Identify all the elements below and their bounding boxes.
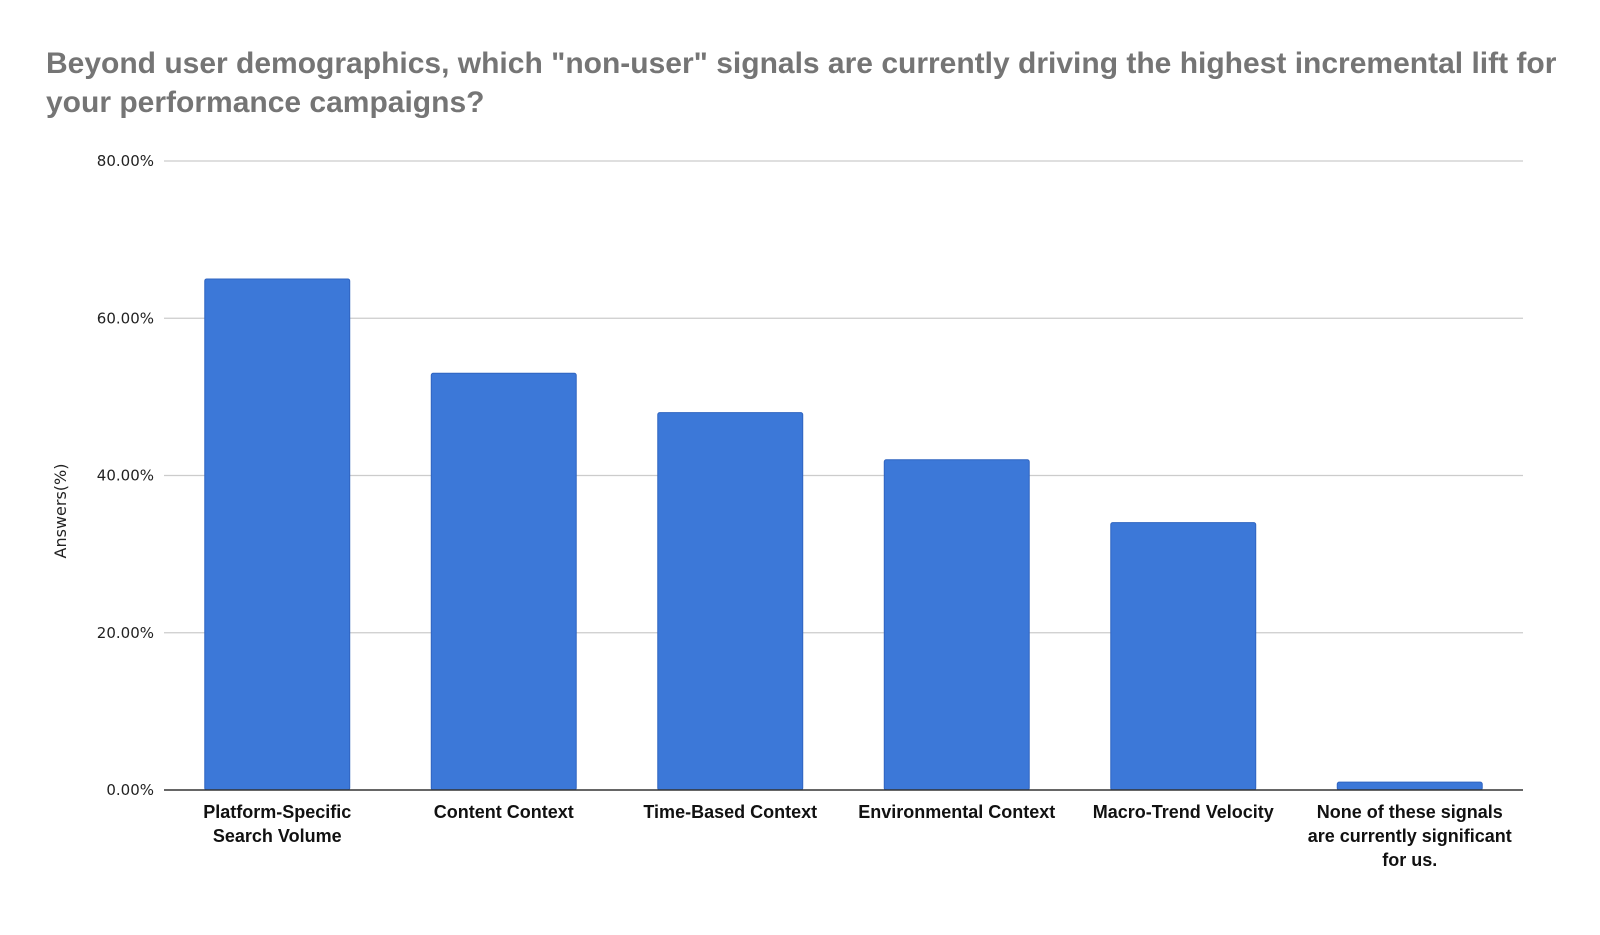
x-tick-label: Macro-Trend Velocity: [1093, 802, 1274, 822]
bar: [1336, 781, 1483, 791]
y-axis-title: Answers(%): [51, 464, 70, 559]
bar: [1110, 522, 1257, 791]
bar: [204, 278, 351, 791]
bar: [657, 412, 804, 791]
y-tick-label: 40.00%: [97, 467, 154, 485]
y-tick-label: 0.00%: [106, 781, 154, 799]
y-tick-label: 80.00%: [97, 152, 154, 170]
x-tick-label: None of these signals are currently signi…: [1308, 802, 1512, 870]
bar: [430, 372, 577, 791]
gridlines: [164, 160, 1523, 634]
chart-title: Beyond user demographics, which "non-use…: [46, 47, 1557, 119]
y-tick-label: 20.00%: [97, 624, 154, 642]
x-tick-label: Platform-Specific Search Volume: [203, 802, 351, 846]
x-tick-label: Environmental Context: [858, 802, 1055, 822]
x-tick-label: Time-Based Context: [643, 802, 817, 822]
x-tick-label: Content Context: [434, 802, 574, 822]
y-tick-label: 60.00%: [97, 309, 154, 327]
bar: [883, 459, 1030, 791]
y-axis-ticks: 0.00% 20.00% 40.00% 60.00% 80.00%: [97, 152, 154, 799]
x-axis-labels: Platform-Specific Search Volume Content Co…: [203, 802, 1512, 870]
bars: [204, 278, 1483, 791]
